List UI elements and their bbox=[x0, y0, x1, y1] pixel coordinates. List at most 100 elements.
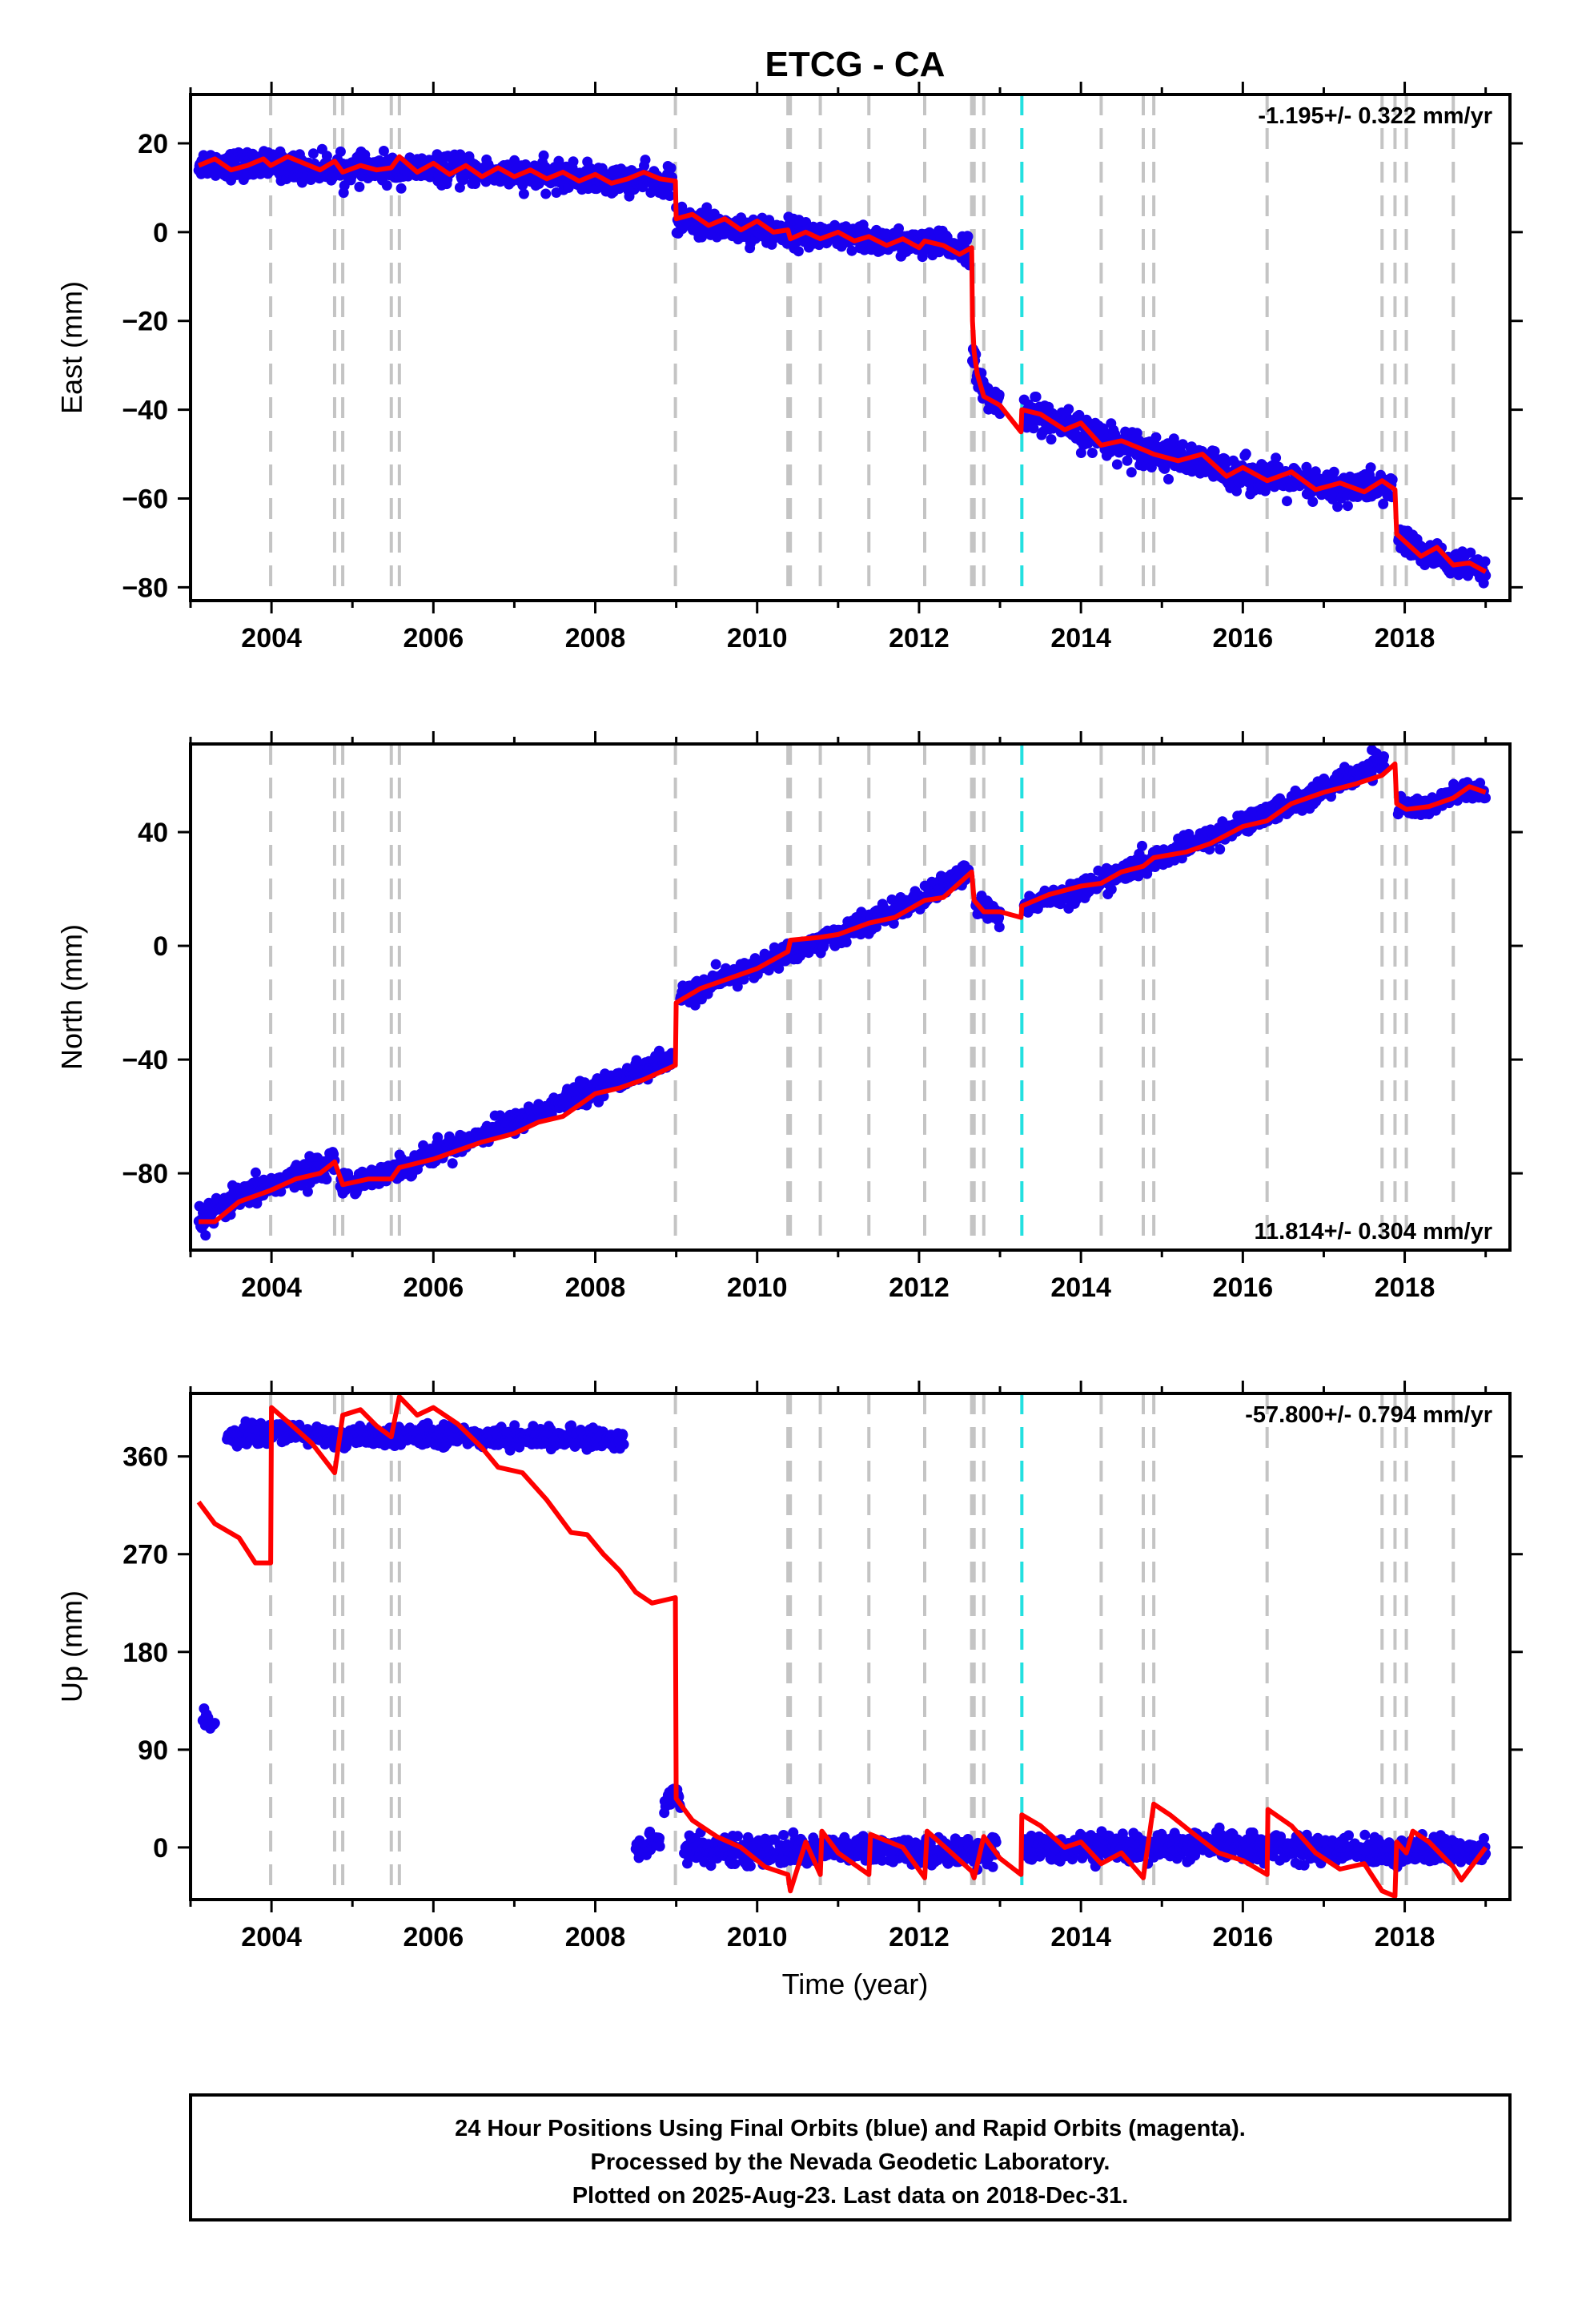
north-data-point bbox=[888, 918, 899, 929]
north-data-point bbox=[1475, 778, 1486, 789]
north-y-tick-label: −40 bbox=[122, 1045, 168, 1076]
east-data-point bbox=[1231, 485, 1243, 497]
east-data-point bbox=[1387, 474, 1398, 485]
north-x-tick-label: 2010 bbox=[727, 1273, 788, 1303]
east-data-point bbox=[701, 202, 713, 213]
east-data-point bbox=[354, 181, 365, 192]
north-data-point bbox=[1379, 751, 1389, 762]
east-data-point bbox=[335, 146, 346, 157]
east-data-point bbox=[381, 180, 392, 191]
east-data-point bbox=[378, 146, 389, 156]
east-y-tick-label: −80 bbox=[122, 573, 168, 603]
east-data-point bbox=[962, 231, 974, 242]
up-data-point bbox=[509, 1420, 520, 1431]
north-data-point bbox=[1106, 884, 1117, 895]
north-y-tick-label: −80 bbox=[122, 1159, 168, 1189]
east-data-point bbox=[1046, 434, 1057, 445]
east-x-tick-label: 2010 bbox=[727, 623, 788, 653]
up-data-point bbox=[654, 1841, 665, 1852]
north-data-point bbox=[1215, 844, 1226, 854]
north-data-point bbox=[302, 1186, 313, 1197]
east-x-tick-label: 2004 bbox=[241, 623, 302, 653]
east-data-point bbox=[1111, 459, 1122, 470]
north-y-axis-label: North (mm) bbox=[55, 924, 88, 1070]
north-data-point bbox=[732, 981, 743, 992]
east-data-point bbox=[1240, 448, 1251, 460]
east-data-point bbox=[1307, 497, 1319, 507]
north-y-tick-label: 40 bbox=[138, 818, 168, 848]
east-data-point bbox=[994, 389, 1005, 400]
up-data-point bbox=[618, 1439, 629, 1450]
north-x-tick-label: 2006 bbox=[403, 1273, 464, 1303]
east-data-point bbox=[846, 245, 857, 256]
east-x-tick-label: 2008 bbox=[565, 623, 626, 653]
north-data-point bbox=[299, 1159, 310, 1170]
east-x-tick-label: 2016 bbox=[1213, 623, 1274, 653]
east-x-tick-label: 2014 bbox=[1050, 623, 1111, 653]
north-data-point bbox=[1137, 840, 1147, 851]
up-plot-area bbox=[196, 1393, 1492, 1900]
east-data-point bbox=[1209, 446, 1220, 456]
up-data-point bbox=[733, 1831, 743, 1842]
up-data-point bbox=[705, 1860, 717, 1872]
north-x-tick-label: 2018 bbox=[1375, 1273, 1435, 1303]
east-data-point bbox=[793, 246, 804, 257]
east-data-point bbox=[1365, 462, 1376, 473]
north-x-tick-label: 2008 bbox=[565, 1273, 626, 1303]
north-x-tick-label: 2004 bbox=[241, 1273, 302, 1303]
east-data-point bbox=[1378, 498, 1389, 509]
east-data-point bbox=[1342, 501, 1353, 512]
north-y-tick-label: 0 bbox=[153, 931, 168, 962]
north-data-point bbox=[200, 1230, 211, 1241]
north-x-tick-label: 2016 bbox=[1213, 1273, 1274, 1303]
east-y-tick-label: −20 bbox=[122, 307, 168, 337]
east-data-point bbox=[1271, 452, 1282, 464]
east-data-point bbox=[1063, 404, 1074, 415]
east-data-point bbox=[1126, 467, 1137, 478]
east-data-point bbox=[893, 223, 904, 234]
east-data-point bbox=[665, 191, 676, 201]
up-data-point bbox=[729, 1859, 741, 1869]
north-data-point bbox=[447, 1158, 458, 1169]
east-y-tick-label: 0 bbox=[153, 218, 168, 248]
east-data-point bbox=[665, 163, 677, 174]
east-data-point bbox=[1465, 547, 1476, 558]
north-rate-label: 11.814+/- 0.304 mm/yr bbox=[1255, 1219, 1492, 1244]
east-y-tick-label: −60 bbox=[122, 484, 168, 514]
east-data-point bbox=[1301, 461, 1312, 472]
east-y-tick-label: −40 bbox=[122, 396, 168, 426]
east-data-point bbox=[1030, 392, 1042, 402]
east-panel: 2004 2006 2008 2010 2012 2014 2016 2018200−20−4… bbox=[55, 82, 1523, 653]
up-panel: 2004 2006 2008 2010 2012 2014 2016 201836027018… bbox=[55, 1381, 1523, 1952]
east-data-point bbox=[640, 155, 651, 166]
east-data-point bbox=[568, 156, 579, 167]
north-x-tick-label: 2014 bbox=[1050, 1273, 1111, 1303]
east-data-point bbox=[540, 188, 552, 199]
up-data-point bbox=[504, 1445, 516, 1456]
figure-title: ETCG - CA bbox=[765, 45, 946, 84]
north-model-fit-line bbox=[199, 761, 1487, 1224]
up-data-point bbox=[209, 1718, 220, 1729]
north-data-point bbox=[994, 922, 1005, 933]
north-frame bbox=[189, 742, 1512, 1252]
east-model-fit-line bbox=[197, 154, 1488, 574]
east-data-point bbox=[1328, 466, 1339, 477]
east-data-point bbox=[1419, 560, 1431, 570]
north-plot-area bbox=[193, 744, 1491, 1250]
east-data-point bbox=[1282, 496, 1292, 507]
east-x-tick-label: 2018 bbox=[1375, 623, 1435, 653]
north-data-point bbox=[250, 1167, 261, 1178]
east-data-point bbox=[307, 148, 319, 159]
east-data-point bbox=[538, 150, 549, 161]
east-y-axis-label: East (mm) bbox=[55, 281, 88, 414]
north-panel: 2004 2006 2008 2010 2012 2014 2016 2018400−40−8… bbox=[55, 731, 1523, 1303]
north-data-point bbox=[321, 1174, 332, 1185]
east-y-tick-label: 20 bbox=[138, 129, 168, 159]
up-data-point bbox=[617, 1429, 628, 1441]
north-data-point bbox=[432, 1132, 444, 1143]
north-data-point bbox=[710, 959, 721, 970]
east-rate-label: -1.195+/- 0.322 mm/yr bbox=[1258, 103, 1492, 129]
up-data-point bbox=[654, 1832, 665, 1844]
east-data-point bbox=[1075, 448, 1086, 458]
